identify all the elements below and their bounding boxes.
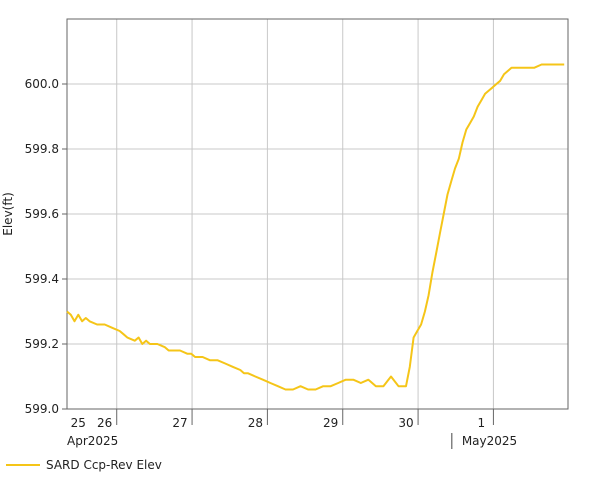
y-axis: 599.0 599.2 599.4 599.6 599.8 600.0 — [25, 77, 67, 416]
y-tick-label: 599.4 — [25, 272, 59, 286]
y-tick-label: 599.8 — [25, 142, 59, 156]
y-tick-label: 599.0 — [25, 402, 59, 416]
x-month-label: May2025 — [462, 434, 517, 448]
y-tick-label: 599.6 — [25, 207, 59, 221]
x-tick-label: 25 — [71, 416, 86, 430]
y-tick-label: 600.0 — [25, 77, 59, 91]
x-month-label: Apr2025 — [67, 434, 118, 448]
y-axis-title: Elev(ft) — [1, 192, 15, 235]
legend: SARD Ccp-Rev Elev — [6, 458, 162, 472]
x-tick-label: 27 — [172, 416, 187, 430]
x-tick-label: 26 — [97, 416, 112, 430]
x-tick-label: 30 — [398, 416, 413, 430]
x-tick-label: 29 — [323, 416, 338, 430]
x-axis: 25 26 27 28 29 30 1 Apr2025 May2025 — [67, 409, 517, 449]
x-tick-label: 28 — [248, 416, 263, 430]
legend-label: SARD Ccp-Rev Elev — [46, 458, 162, 472]
x-tick-label: 1 — [478, 416, 486, 430]
series-group — [66, 63, 565, 391]
y-tick-label: 599.2 — [25, 337, 59, 351]
series-line — [66, 63, 565, 391]
